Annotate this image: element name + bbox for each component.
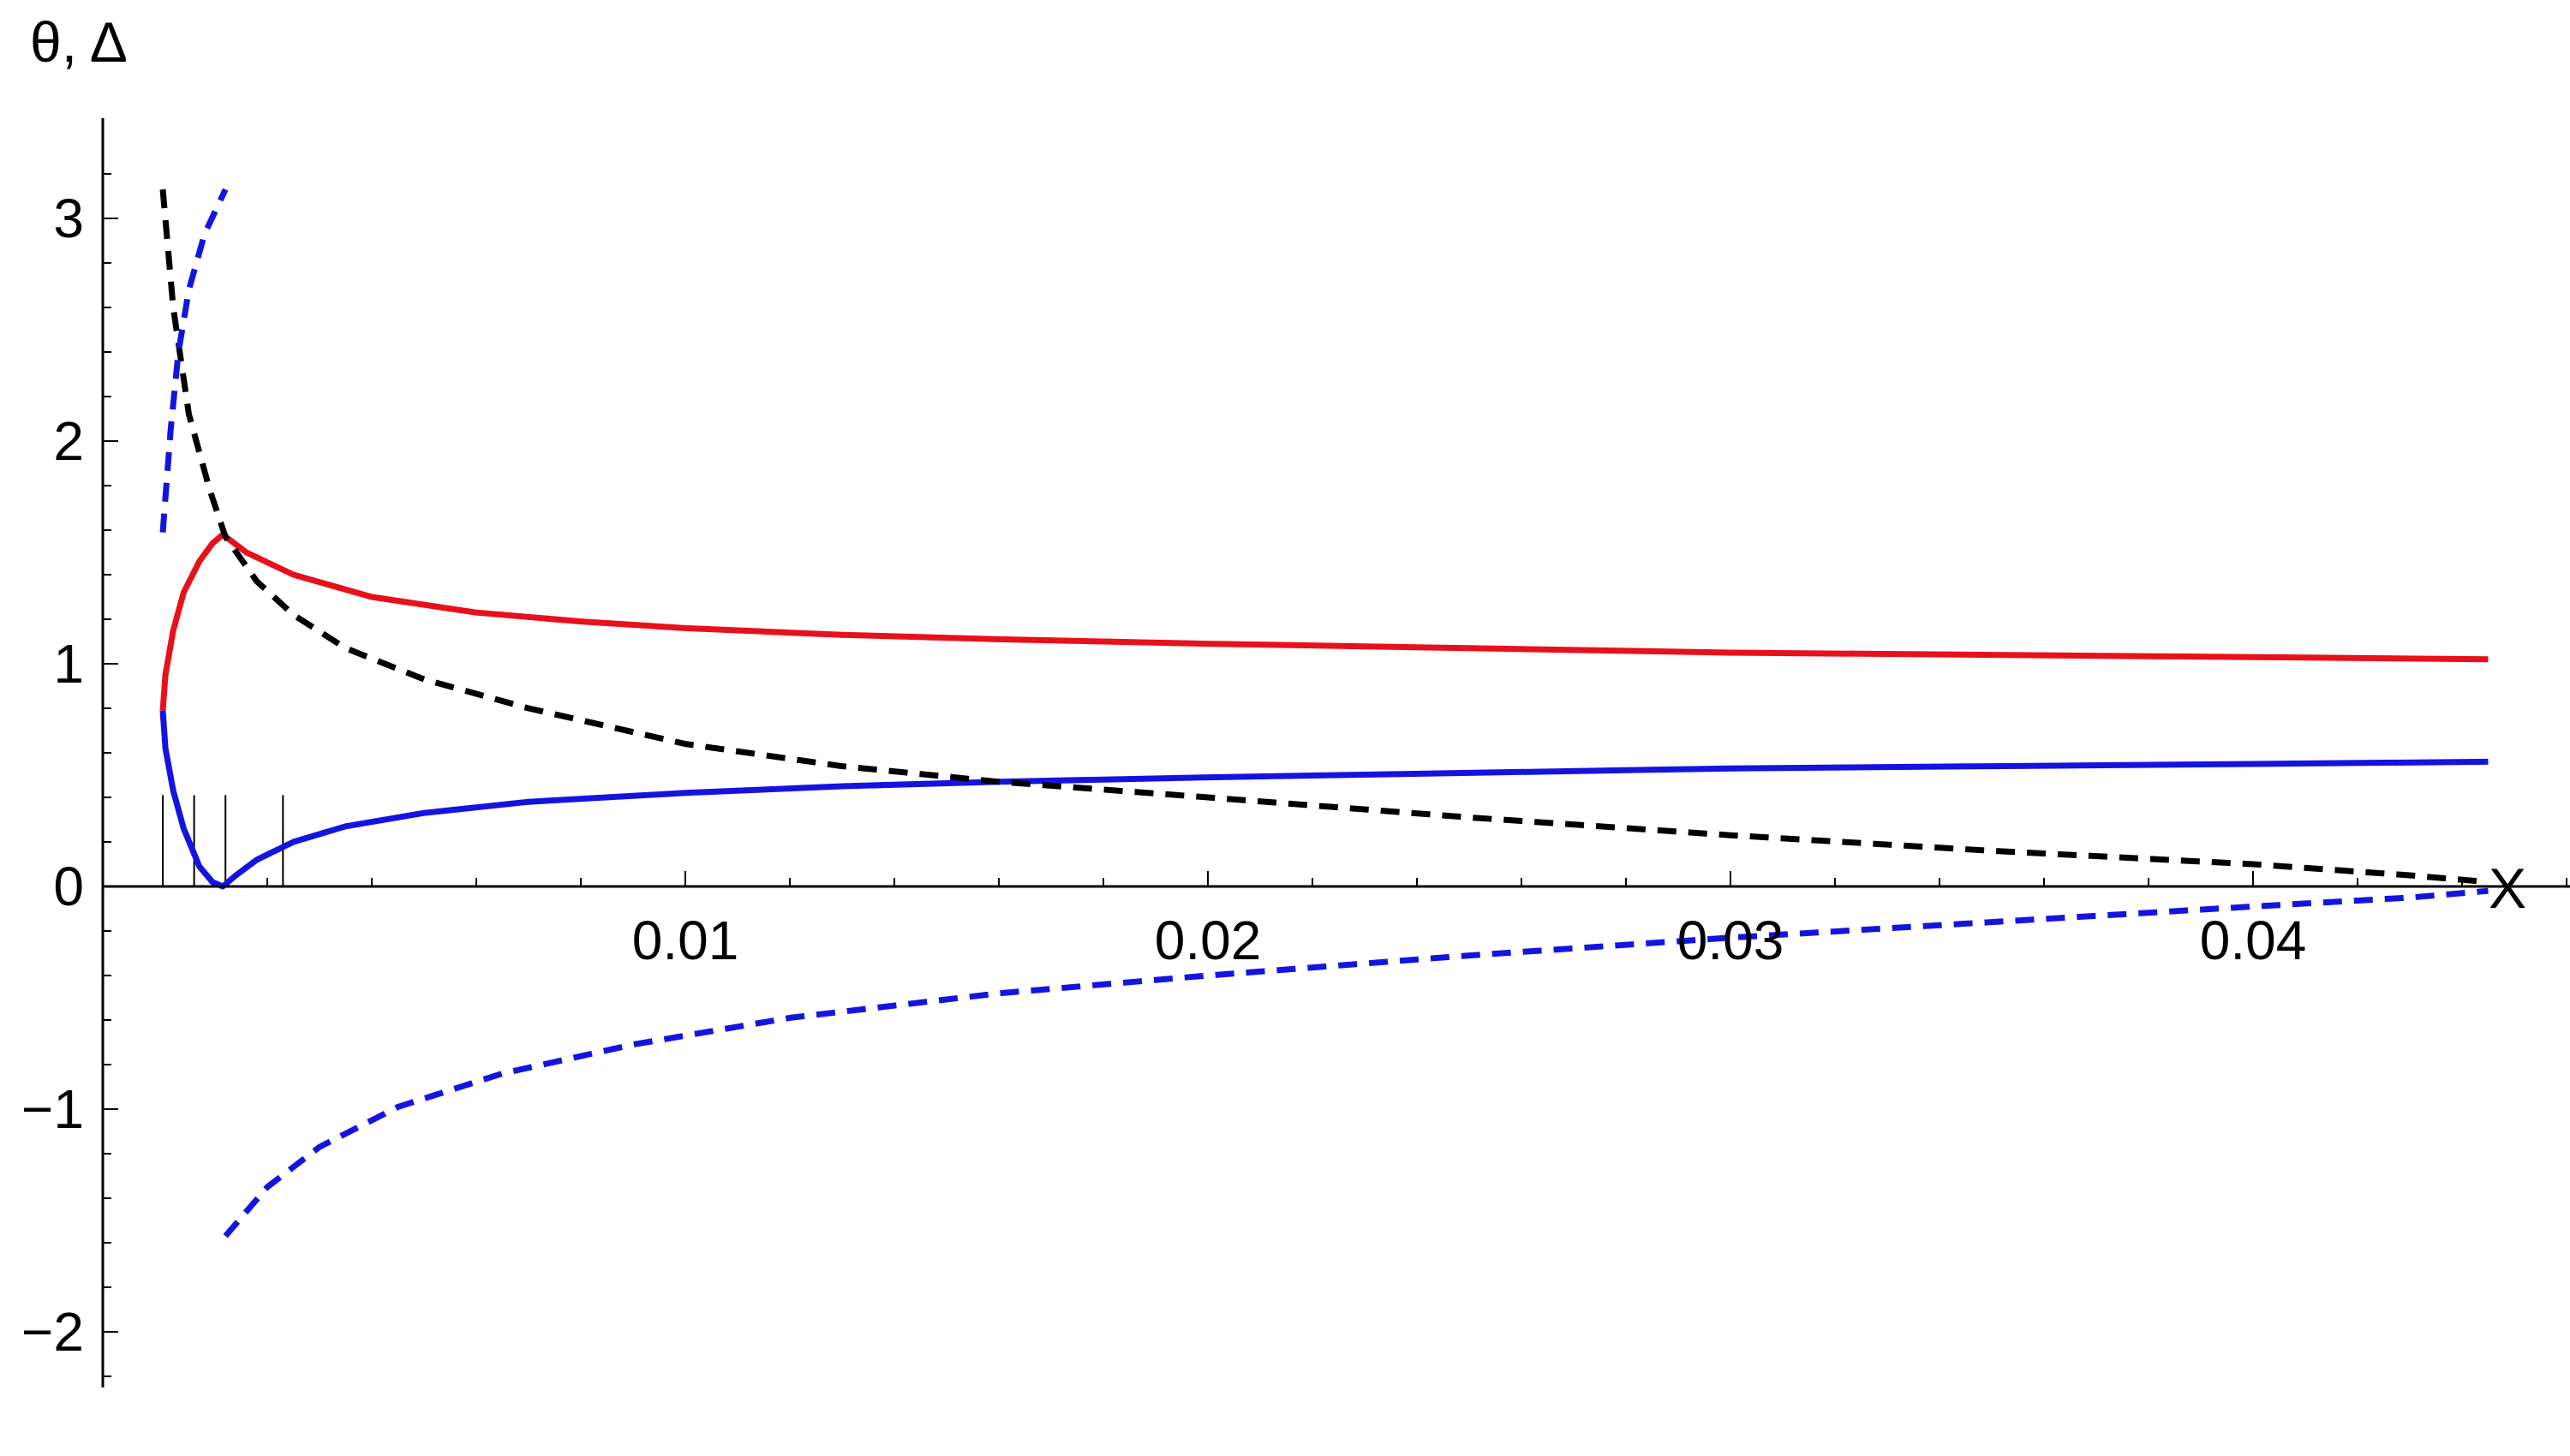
x-tick-label: 0.04 <box>2200 910 2307 971</box>
axes-layer: 0.01 0.02 0.03 0.04 −2 −1 0 1 2 3 <box>21 118 2570 1387</box>
x-tick-label: 0.02 <box>1155 910 1262 971</box>
series-line-5 <box>223 887 2489 1238</box>
y-tick-label: −2 <box>21 1301 84 1363</box>
y-tick-label: 1 <box>53 633 84 695</box>
series-layer <box>159 188 2489 1238</box>
markers-layer <box>162 795 284 886</box>
series-line-4 <box>159 188 229 533</box>
x-axis-title: X <box>2489 856 2526 920</box>
series-line-1 <box>159 531 2489 711</box>
y-tick-label: 2 <box>53 410 84 472</box>
y-tick-label: 0 <box>53 856 84 917</box>
y-tick-label: 3 <box>53 188 84 249</box>
y-axis-title: θ, Δ <box>30 10 128 74</box>
y-tick-label: −1 <box>21 1078 84 1140</box>
series-line-3 <box>159 188 2489 886</box>
x-tick-label: 0.03 <box>1677 910 1784 971</box>
series-line-2 <box>159 710 2489 890</box>
x-tick-label: 0.01 <box>632 910 739 971</box>
